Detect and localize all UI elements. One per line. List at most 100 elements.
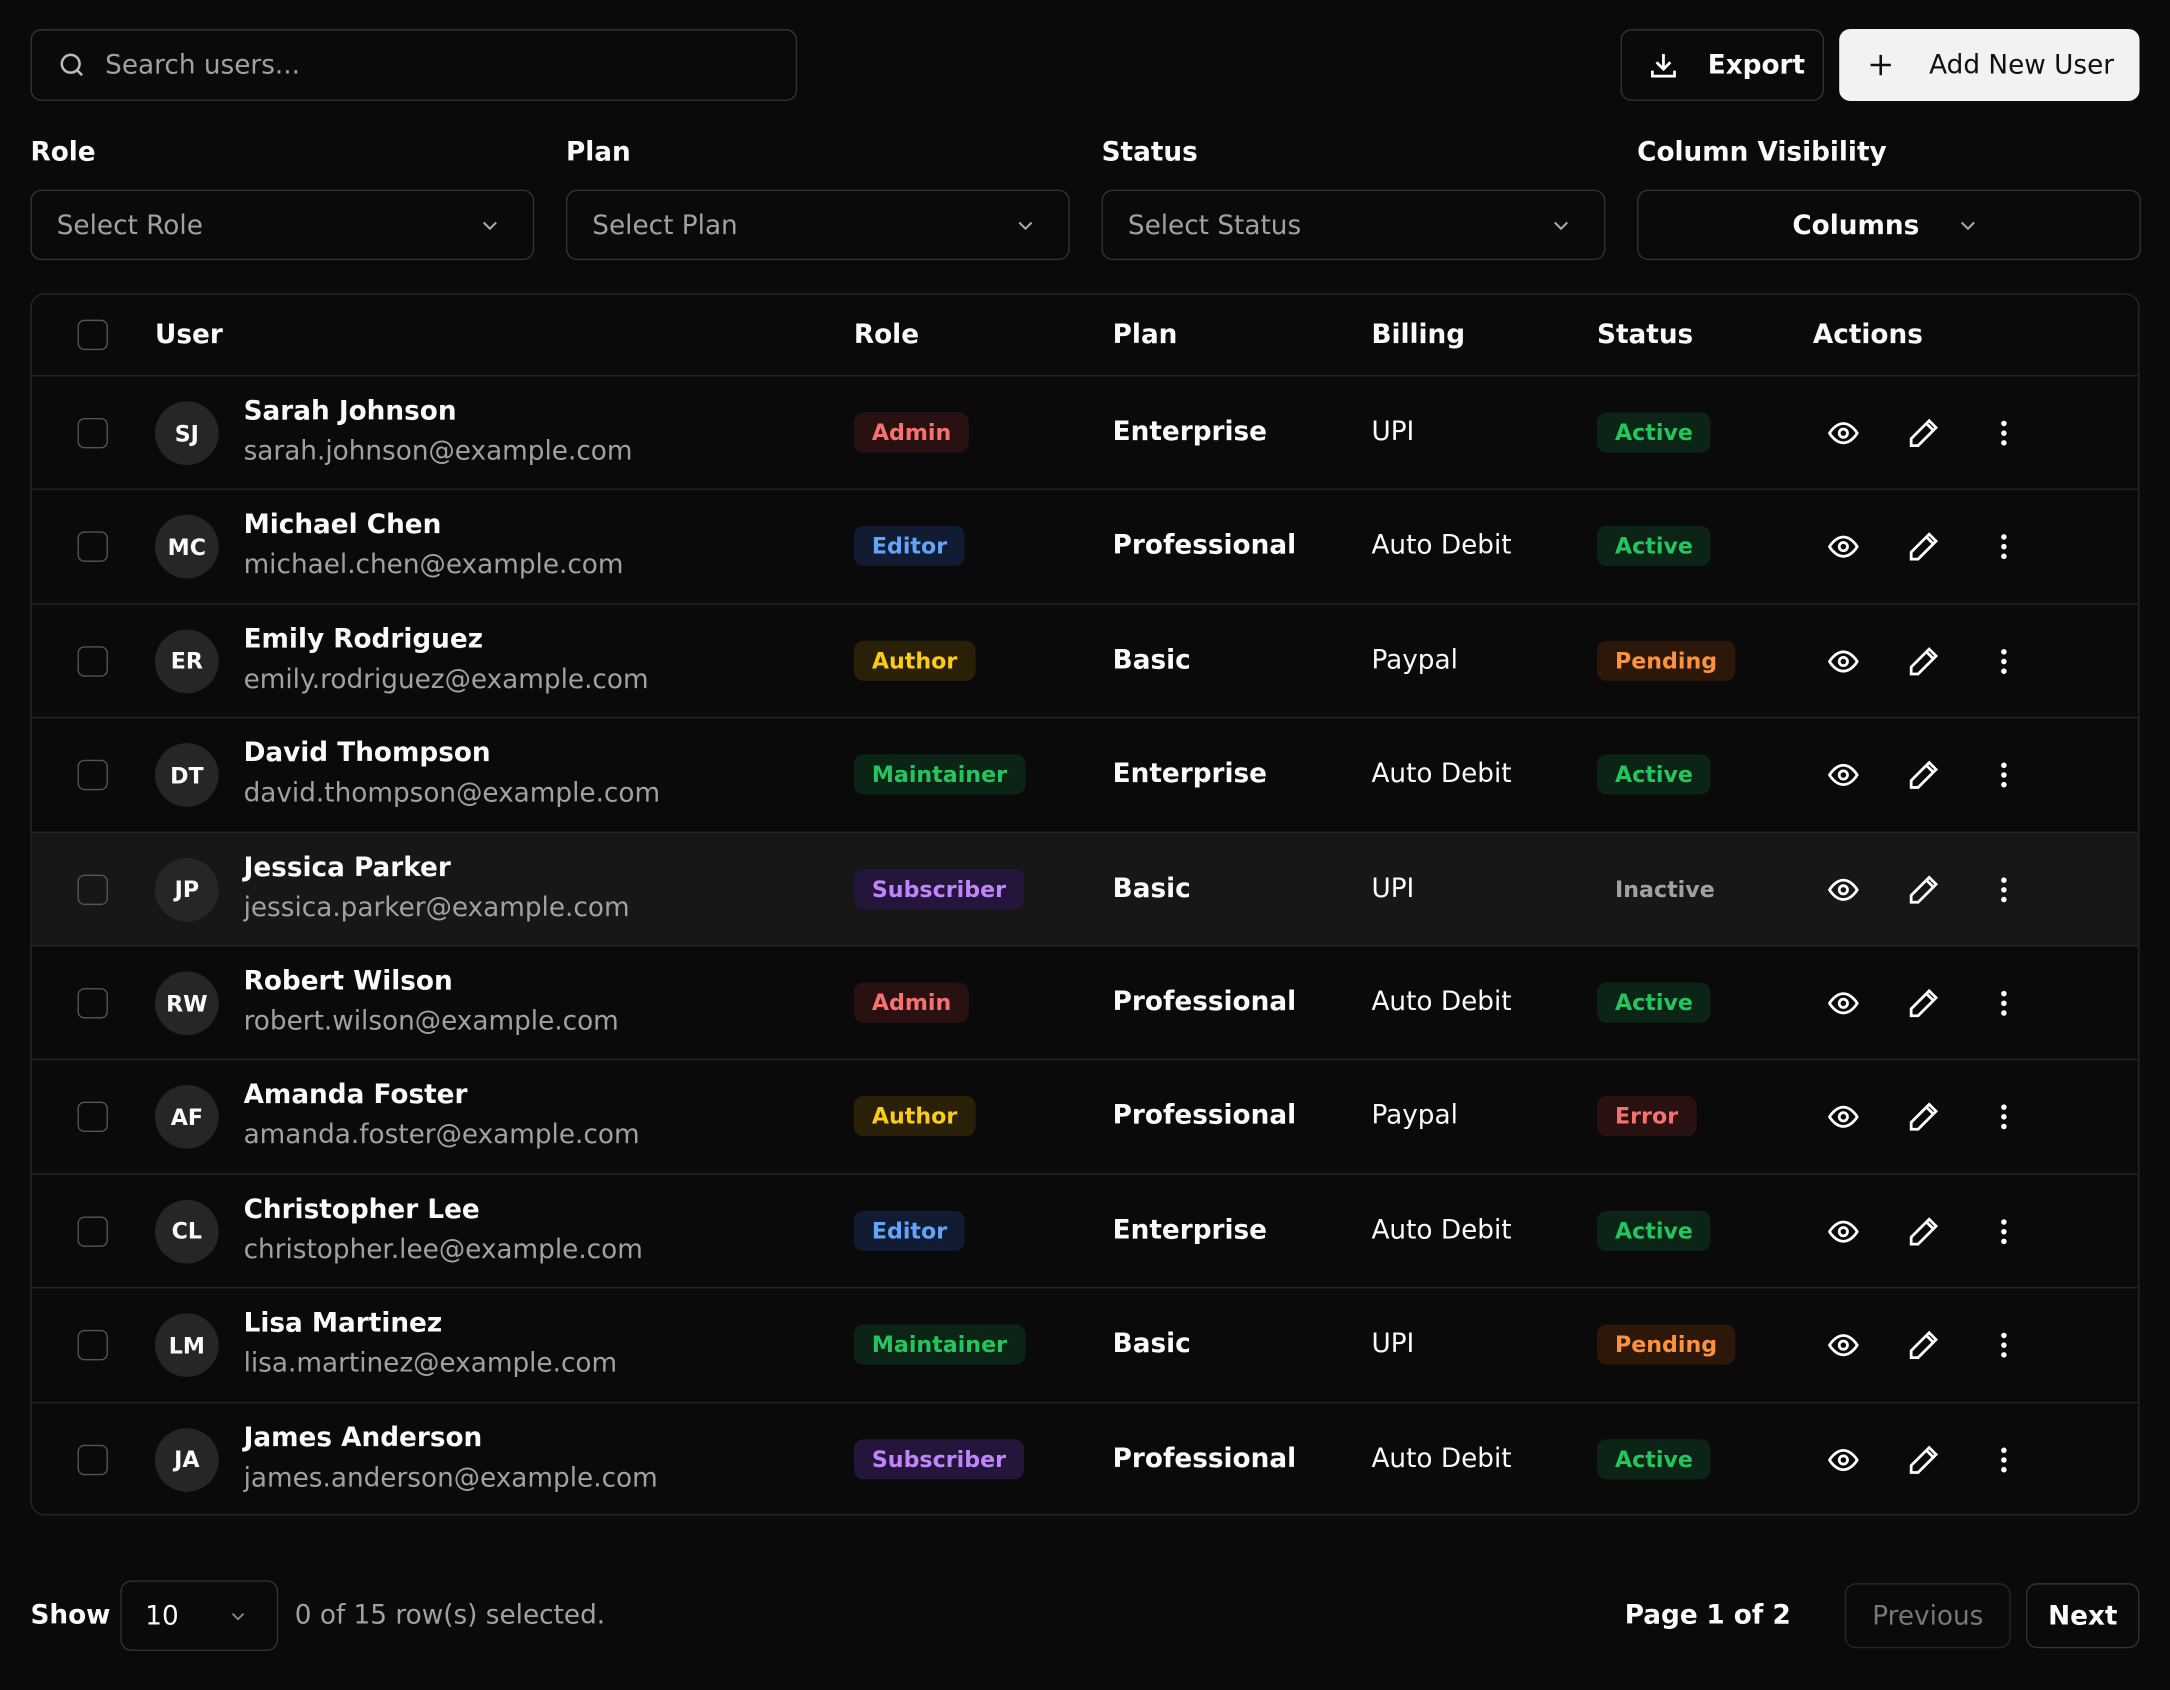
more-icon[interactable]	[1987, 417, 2020, 450]
edit-icon[interactable]	[1907, 417, 1940, 450]
row-checkbox[interactable]	[77, 646, 108, 677]
page-value: 1 of 2	[1706, 1599, 1791, 1631]
user-name: Amanda Foster	[243, 1079, 468, 1111]
edit-icon[interactable]	[1907, 1101, 1940, 1134]
filter-label: Column Visibility	[1637, 137, 1887, 168]
row-checkbox[interactable]	[77, 531, 108, 563]
table-row[interactable]: MC Michael Chen michael.chen@example.com Ed…	[31, 489, 2139, 604]
plan: Professional	[1112, 1100, 1297, 1132]
view-icon[interactable]	[1827, 1101, 1860, 1134]
user-email: michael.chen@example.com	[243, 549, 624, 581]
export-button[interactable]: Export	[1620, 29, 1824, 102]
avatar: LM	[154, 1313, 219, 1378]
edit-icon[interactable]	[1907, 645, 1940, 678]
chevron	[1018, 221, 1033, 230]
view-icon[interactable]	[1827, 1443, 1860, 1476]
filter-select[interactable]: Columns	[1637, 189, 2141, 261]
search-input[interactable]: Search users...	[30, 29, 798, 102]
edit-icon[interactable]	[1907, 1215, 1940, 1248]
row-checkbox[interactable]	[77, 1330, 108, 1361]
table-row[interactable]: AF Amanda Foster amanda.foster@example.com…	[31, 1059, 2139, 1174]
user-name: Michael Chen	[243, 509, 442, 541]
table-row[interactable]: CL Christopher Lee christopher.lee@example…	[31, 1173, 2139, 1288]
plan: Basic	[1112, 872, 1191, 904]
previous-label: Previous	[1872, 1600, 1984, 1631]
select-all-checkbox[interactable]	[77, 319, 108, 351]
avatar: CL	[154, 1199, 219, 1264]
more-icon[interactable]	[1987, 759, 2020, 792]
role-badge: Author	[853, 640, 976, 681]
view-icon[interactable]	[1827, 531, 1860, 564]
page-size: 10	[145, 1600, 179, 1631]
edit-icon[interactable]	[1907, 873, 1940, 906]
edit-icon[interactable]	[1907, 987, 1940, 1020]
row-checkbox[interactable]	[77, 1216, 108, 1247]
filter-label: Role	[30, 137, 96, 168]
more-icon[interactable]	[1987, 1101, 2020, 1134]
filter-label: Plan	[566, 137, 631, 168]
view-icon[interactable]	[1827, 759, 1860, 792]
row-checkbox[interactable]	[77, 1102, 108, 1133]
row-checkbox[interactable]	[77, 1444, 108, 1475]
user-email: lisa.martinez@example.com	[243, 1348, 618, 1379]
filter-select[interactable]: Select Plan	[566, 189, 1070, 261]
previous-button[interactable]: Previous	[1844, 1583, 2011, 1649]
show-label: Show	[30, 1599, 111, 1631]
role-badge: Admin	[853, 412, 970, 453]
more-icon[interactable]	[1987, 531, 2020, 564]
billing: UPI	[1371, 1328, 1415, 1360]
more-icon[interactable]	[1987, 987, 2020, 1020]
export-label: Export	[1707, 49, 1806, 81]
row-checkbox[interactable]	[77, 988, 108, 1019]
view-icon[interactable]	[1827, 987, 1860, 1020]
view-icon[interactable]	[1827, 873, 1860, 906]
more-icon[interactable]	[1987, 645, 2020, 678]
view-icon[interactable]	[1827, 417, 1860, 450]
user-name: Lisa Martinez	[243, 1308, 443, 1339]
table-row[interactable]: SJ Sarah Johnson sarah.johnson@example.com…	[31, 375, 2139, 490]
more-icon[interactable]	[1987, 1329, 2020, 1362]
filter-placeholder: Select Plan	[592, 209, 738, 241]
view-icon[interactable]	[1827, 645, 1860, 678]
edit-icon[interactable]	[1907, 1329, 1940, 1362]
billing: UPI	[1371, 872, 1415, 904]
filter-select[interactable]: Select Role	[30, 189, 535, 261]
table-row[interactable]: ER Emily Rodriguez emily.rodriguez@example…	[31, 603, 2139, 718]
next-button[interactable]: Next	[2026, 1583, 2140, 1649]
table-row[interactable]: LM Lisa Martinez lisa.martinez@example.com…	[31, 1287, 2139, 1402]
table-row[interactable]: DT David Thompson david.thompson@example.c…	[31, 717, 2139, 832]
edit-icon[interactable]	[1907, 1443, 1940, 1476]
table-row[interactable]: JP Jessica Parker jessica.parker@example.c…	[31, 831, 2139, 947]
role-badge: Subscriber	[853, 1438, 1025, 1479]
table-row[interactable]: RW Robert Wilson robert.wilson@example.com…	[31, 945, 2139, 1060]
column-header: Plan	[1112, 319, 1178, 351]
user-name: David Thompson	[243, 737, 491, 769]
filter-placeholder: Select Role	[56, 209, 203, 241]
row-checkbox[interactable]	[77, 874, 108, 905]
billing: Auto Debit	[1371, 1442, 1512, 1474]
add-user-button[interactable]: Add New User	[1839, 29, 2140, 102]
edit-icon[interactable]	[1907, 759, 1940, 792]
more-icon[interactable]	[1987, 1443, 2020, 1476]
user-email: jessica.parker@example.com	[243, 892, 630, 923]
selection-count: 0 of 15 row(s) selected.	[294, 1599, 606, 1631]
column-header: Actions	[1812, 319, 1923, 351]
chevron	[231, 1612, 245, 1620]
billing: UPI	[1371, 416, 1415, 447]
row-checkbox[interactable]	[77, 417, 108, 449]
more-icon[interactable]	[1987, 873, 2020, 906]
user-email: sarah.johnson@example.com	[243, 435, 633, 467]
row-checkbox[interactable]	[77, 760, 108, 791]
page-size-select[interactable]: 10	[120, 1580, 279, 1651]
billing: Auto Debit	[1371, 986, 1512, 1018]
user-email: christopher.lee@example.com	[243, 1234, 643, 1265]
filter-label: Status	[1101, 137, 1198, 168]
more-icon[interactable]	[1987, 1215, 2020, 1248]
table-row[interactable]: JA James Anderson james.anderson@example.c…	[31, 1401, 2139, 1516]
view-icon[interactable]	[1827, 1329, 1860, 1362]
edit-icon[interactable]	[1907, 531, 1940, 564]
plan: Enterprise	[1112, 416, 1268, 447]
view-icon[interactable]	[1827, 1215, 1860, 1248]
chevron	[1554, 221, 1569, 230]
filter-select[interactable]: Select Status	[1101, 189, 1606, 261]
